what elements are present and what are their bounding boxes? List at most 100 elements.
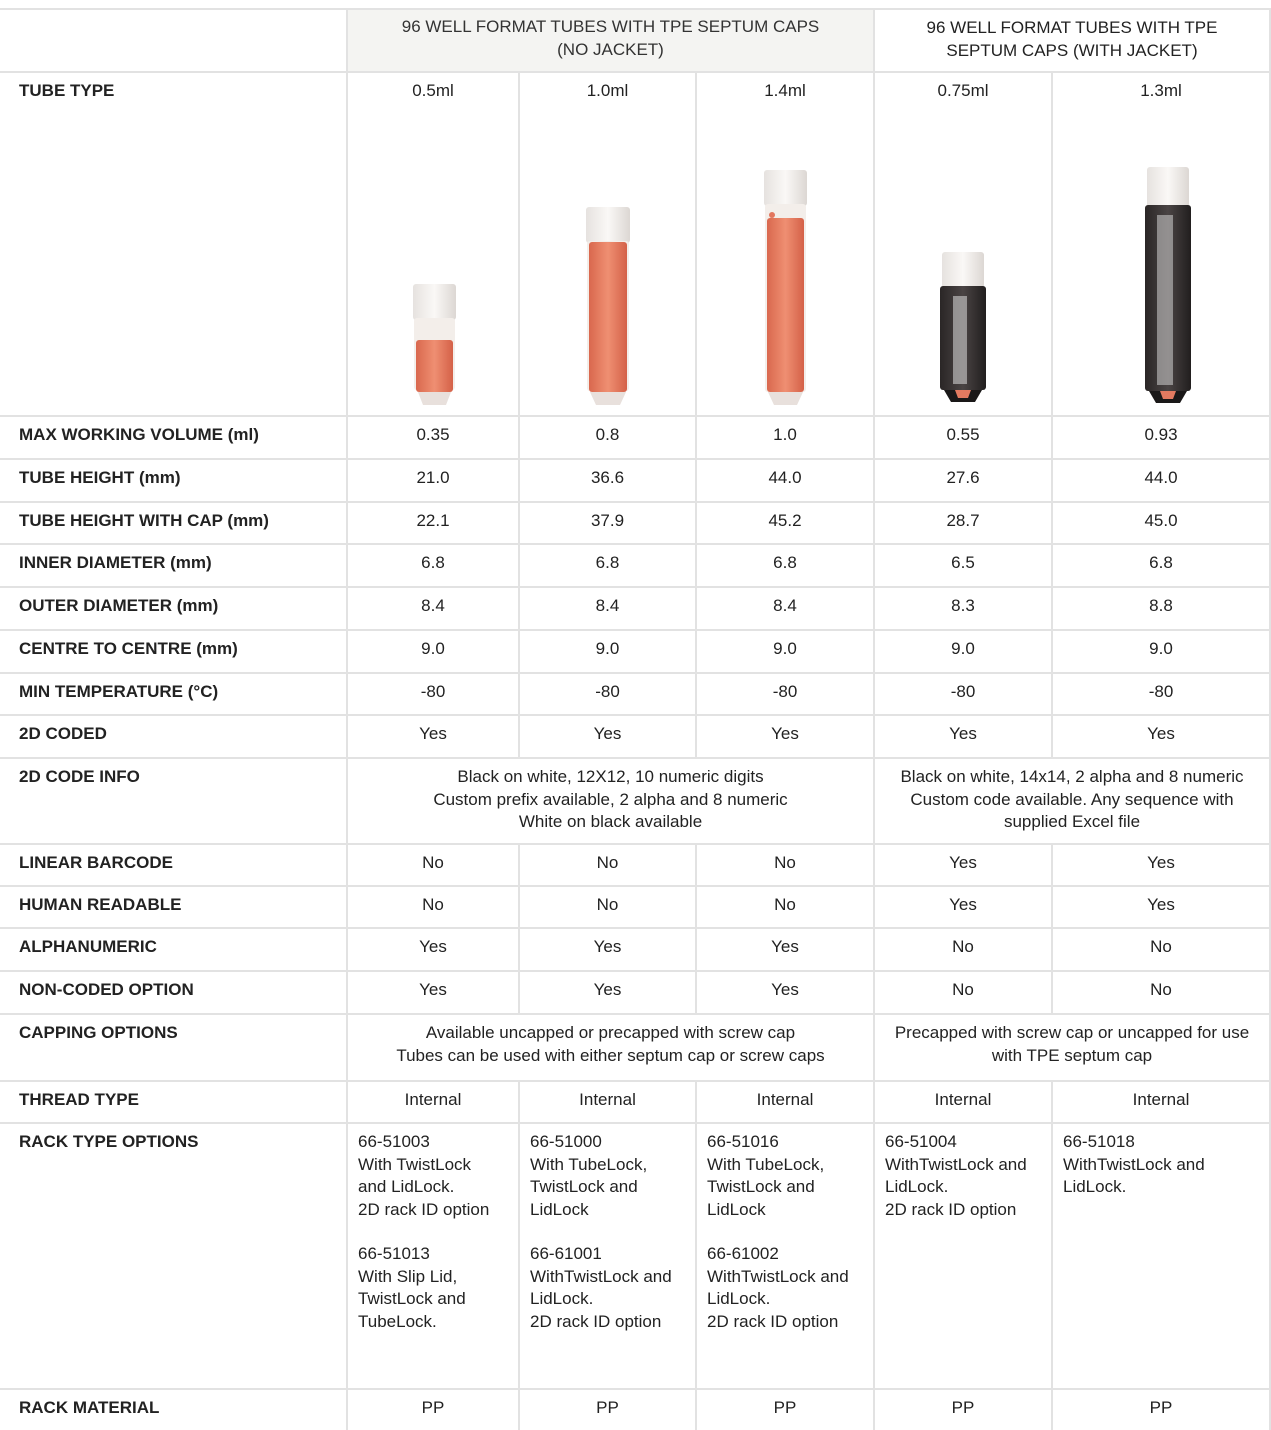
value-cell: No [1053, 929, 1271, 972]
cell-text: No [875, 936, 1051, 959]
rack-line: TwistLock and [530, 1176, 695, 1199]
cell-text: Yes [348, 936, 518, 959]
cell-text: Yes [697, 723, 873, 746]
cell-text: PP [520, 1397, 695, 1420]
rack-line: and LidLock. [358, 1176, 518, 1199]
cell-text: Yes [1053, 894, 1269, 917]
value-cell: No [520, 887, 697, 929]
row-label: TUBE HEIGHT WITH CAP (mm) [0, 503, 348, 545]
value-cell: 0.8 [520, 417, 697, 460]
cell-text: Internal [348, 1089, 518, 1112]
group-header: 96 WELL FORMAT TUBES WITH TPE SEPTUM CAP… [348, 10, 875, 73]
cell-text: 1.0 [697, 424, 873, 447]
value-cell: 66-51016With TubeLock,TwistLock andLidLo… [697, 1124, 875, 1390]
cell-text: 9.0 [348, 638, 518, 661]
cell-text: 8.8 [1053, 595, 1269, 618]
value-cell: 9.0 [1053, 631, 1271, 674]
cell-text: No [697, 852, 873, 875]
rack-line: WithTwistLock and [1063, 1154, 1269, 1177]
cell-text: 1.3ml [1053, 80, 1269, 103]
value-cell: 8.4 [520, 588, 697, 631]
rack-line: LidLock [530, 1199, 695, 1222]
cell-text: 44.0 [1053, 467, 1269, 490]
cell-text: Yes [875, 852, 1051, 875]
row-label: RACK TYPE OPTIONS [0, 1124, 348, 1390]
value-cell: 9.0 [697, 631, 875, 674]
cell-text: No [348, 894, 518, 917]
cell-text: 21.0 [348, 467, 518, 490]
cell-text: No [348, 852, 518, 875]
rack-line: With TubeLock, [707, 1154, 873, 1177]
label-text: TUBE HEIGHT WITH CAP (mm) [19, 510, 346, 533]
cell-text: Yes [875, 894, 1051, 917]
cell-text: 6.8 [1053, 552, 1269, 575]
value-cell: 66-51018WithTwistLock andLidLock. [1053, 1124, 1271, 1390]
value-cell: No [697, 887, 875, 929]
value-cell: 6.8 [1053, 545, 1271, 588]
value-cell: -80 [1053, 674, 1271, 716]
rack-option: 66-51013With Slip Lid,TwistLock andTubeL… [358, 1243, 518, 1333]
cell-text: Internal [875, 1089, 1051, 1112]
value-cell: 6.8 [520, 545, 697, 588]
rack-line: LidLock. [707, 1288, 873, 1311]
value-cell: 28.7 [875, 503, 1053, 545]
value-cell: 1.4ml [697, 73, 875, 417]
cell-text: 44.0 [697, 467, 873, 490]
label-text: ALPHANUMERIC [19, 936, 346, 959]
row-label: 2D CODE INFO [0, 759, 348, 845]
spec-table: 96 WELL FORMAT TUBES WITH TPE SEPTUM CAP… [0, 0, 1271, 1430]
row-label: THREAD TYPE [0, 1082, 348, 1124]
value-cell: 1.0 [697, 417, 875, 460]
label-text: CENTRE TO CENTRE (mm) [19, 638, 346, 661]
row-label: RACK MATERIAL [0, 1390, 348, 1430]
label-text: TUBE TYPE [19, 80, 346, 103]
cell-text: 22.1 [348, 510, 518, 533]
value-cell: 8.4 [348, 588, 520, 631]
value-cell: Yes [697, 929, 875, 972]
label-text: RACK MATERIAL [19, 1397, 346, 1420]
label-text: NON-CODED OPTION [19, 979, 346, 1002]
rack-line: 2D rack ID option [530, 1311, 695, 1334]
cell-text: 8.3 [875, 595, 1051, 618]
value-cell: 22.1 [348, 503, 520, 545]
value-cell: Internal [875, 1082, 1053, 1124]
value-cell: Yes [875, 845, 1053, 887]
value-cell: Yes [1053, 887, 1271, 929]
value-cell: 9.0 [520, 631, 697, 674]
value-cell: Yes [697, 972, 875, 1015]
cell-text: -80 [875, 681, 1051, 704]
label-text: TUBE HEIGHT (mm) [19, 467, 346, 490]
cell-line: with TPE septum cap [875, 1045, 1269, 1068]
row-label: 2D CODED [0, 716, 348, 759]
rack-line: 66-51003 [358, 1131, 518, 1154]
value-cell: 9.0 [348, 631, 520, 674]
value-cell: 0.75ml [875, 73, 1053, 417]
value-cell: Yes [697, 716, 875, 759]
cell-text: 0.93 [1053, 424, 1269, 447]
value-cell: PP [520, 1390, 697, 1430]
cell-text: 8.4 [697, 595, 873, 618]
label-text: RACK TYPE OPTIONS [19, 1131, 346, 1154]
rack-line: LidLock. [885, 1176, 1051, 1199]
value-cell: Yes [520, 716, 697, 759]
cell-text: No [697, 894, 873, 917]
cell-line: Black on white, 14x14, 2 alpha and 8 num… [875, 766, 1269, 789]
value-cell: 6.8 [348, 545, 520, 588]
rack-line: LidLock. [1063, 1176, 1269, 1199]
value-cell: PP [1053, 1390, 1271, 1430]
value-cell: No [697, 845, 875, 887]
cell-text: PP [1053, 1397, 1269, 1420]
rack-line: WithTwistLock and [530, 1266, 695, 1289]
row-label: ALPHANUMERIC [0, 929, 348, 972]
value-cell: 0.35 [348, 417, 520, 460]
cell-text: Yes [697, 979, 873, 1002]
cell-text: Yes [520, 723, 695, 746]
value-cell: 36.6 [520, 460, 697, 503]
value-cell: Yes [348, 716, 520, 759]
value-cell: Internal [348, 1082, 520, 1124]
cell-text: 0.55 [875, 424, 1051, 447]
value-cell: Yes [348, 929, 520, 972]
value-cell: PP [875, 1390, 1053, 1430]
cell-text: 1.0ml [520, 80, 695, 103]
